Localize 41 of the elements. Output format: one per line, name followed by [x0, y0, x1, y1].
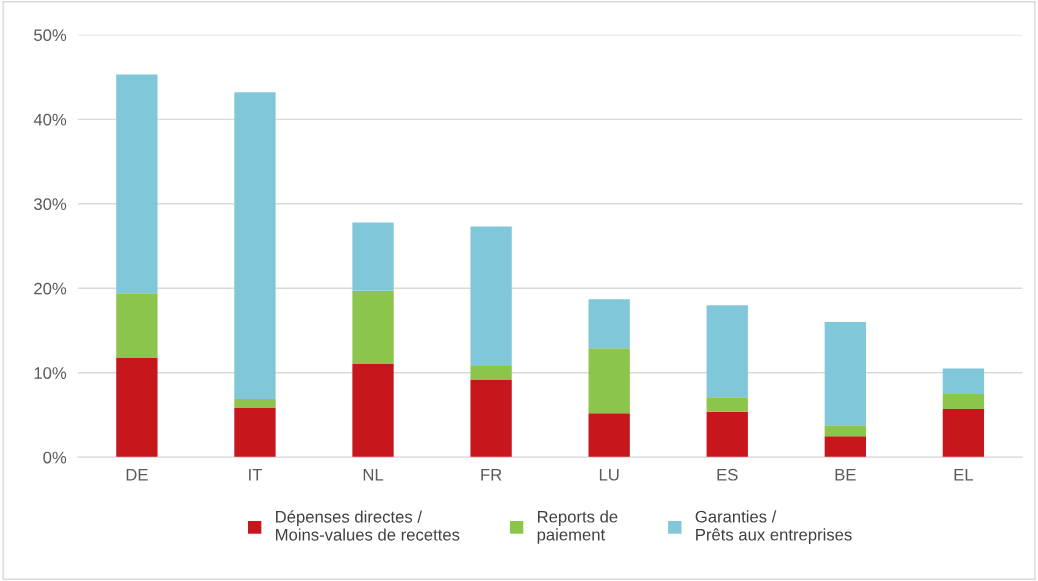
- y-tick-label: 50%: [34, 29, 67, 42]
- bar: [824, 322, 866, 426]
- x-tick-label: FR: [481, 468, 502, 481]
- x-tick-label: BE: [835, 468, 856, 481]
- bar: [706, 397, 748, 412]
- y-tick-label: 10%: [34, 367, 67, 379]
- bar: [116, 74, 158, 294]
- bar: [942, 368, 985, 394]
- bar: [824, 436, 866, 458]
- bar: [942, 409, 985, 458]
- bar: [588, 413, 630, 458]
- bar: [352, 222, 394, 291]
- bar: [588, 348, 630, 414]
- y-tick-label: 30%: [34, 198, 67, 211]
- bar: [588, 299, 630, 349]
- x-tick-label: EL: [954, 468, 974, 481]
- bar: [706, 411, 748, 458]
- bar: [234, 398, 276, 408]
- legend-label: Garanties / Prêts aux entreprises: [695, 510, 852, 544]
- x-tick-label: ES: [717, 468, 738, 481]
- bar: [470, 226, 512, 367]
- x-tick-label: DE: [126, 468, 148, 481]
- bar: [234, 407, 276, 458]
- y-tick-label: 40%: [33, 113, 67, 126]
- bar: [116, 357, 158, 458]
- legend-label: Reports de paiement: [537, 510, 618, 544]
- bar: [234, 92, 276, 399]
- bar: [824, 425, 866, 437]
- bar: [352, 290, 394, 364]
- x-tick-label: IT: [249, 468, 262, 481]
- bar: [942, 393, 985, 410]
- y-tick-label: 20%: [34, 282, 67, 295]
- bar: [470, 379, 512, 458]
- x-tick-label: NL: [363, 468, 384, 481]
- x-tick-label: LU: [599, 468, 619, 481]
- bar: [352, 363, 394, 458]
- bar: [706, 305, 748, 398]
- bar: [470, 366, 512, 380]
- legend-label: Dépenses directes / Moins-values de recettes: [276, 510, 460, 541]
- bar: [116, 293, 158, 358]
- y-tick-label: 0%: [43, 451, 67, 464]
